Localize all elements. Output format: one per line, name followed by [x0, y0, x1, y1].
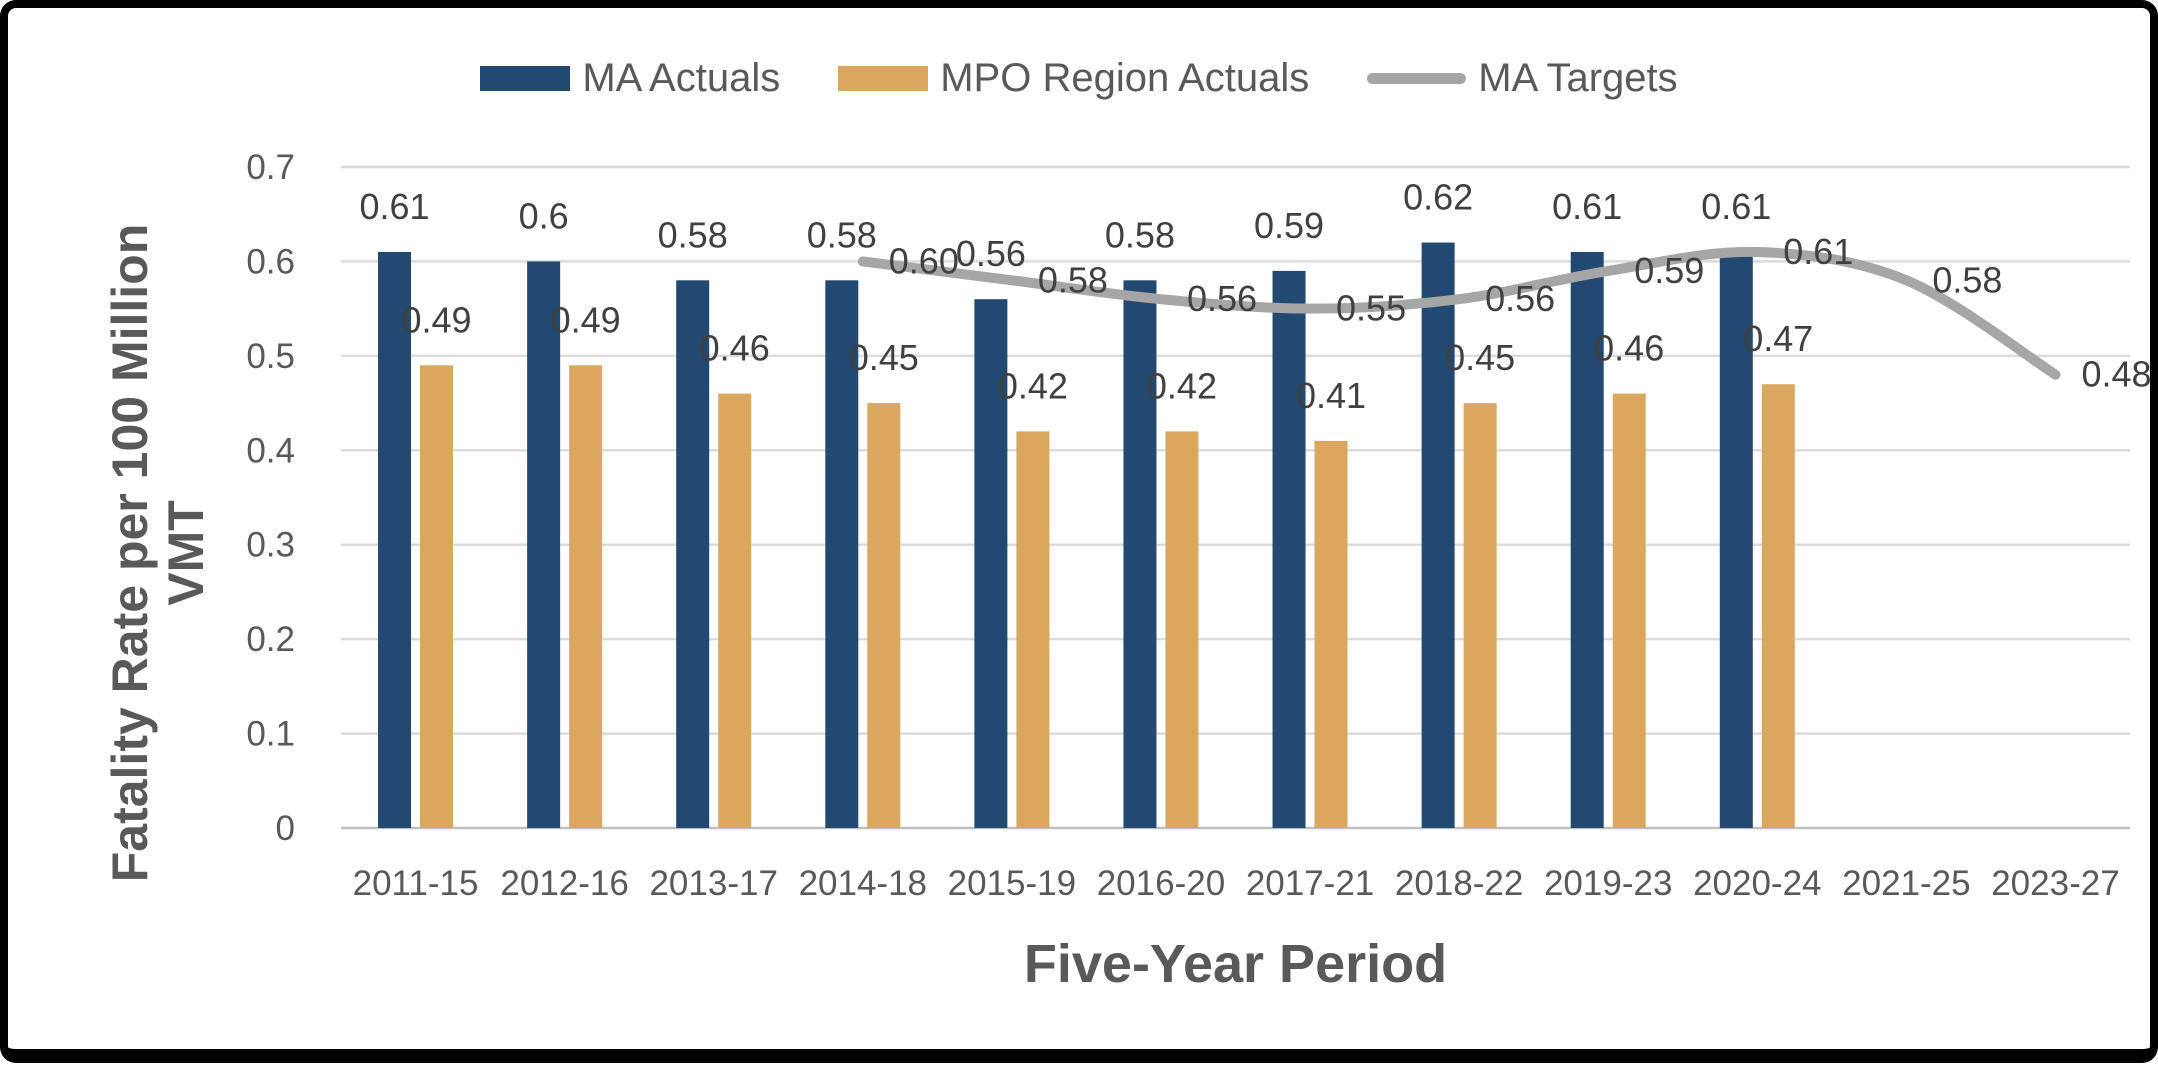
bar-data-label: 0.49: [402, 299, 472, 340]
mpo-region-actuals-bar: [1165, 431, 1199, 828]
mpo-region-actuals-bar: [1463, 403, 1497, 828]
category-label: 2021-25: [1842, 864, 1970, 903]
legend-item-ma-actuals: MA Actuals: [480, 56, 780, 101]
mpo-region-actuals-bar: [718, 393, 752, 828]
y-tick-label: 0.6: [246, 242, 295, 281]
ma-actuals-bar: [1123, 280, 1157, 828]
y-tick-label: 0.1: [246, 715, 295, 754]
category-label: 2020-24: [1693, 864, 1821, 903]
category-label: 2019-23: [1544, 864, 1672, 903]
target-data-label: 0.60: [889, 240, 959, 281]
target-data-label: 0.58: [1932, 259, 2002, 300]
y-tick-label: 0.3: [246, 526, 295, 565]
ma-actuals-bar: [1421, 242, 1455, 829]
y-tick-label: 0.4: [246, 431, 295, 470]
ma-actuals-bar: [1719, 251, 1753, 828]
ma-actuals-swatch-icon: [480, 65, 571, 91]
mpo-region-actuals-bar: [1016, 431, 1050, 828]
category-label: 2012-16: [500, 864, 628, 903]
bar-data-label: 0.58: [807, 214, 877, 255]
bar-data-label: 0.61: [1552, 186, 1622, 227]
category-label: 2023-27: [1991, 864, 2119, 903]
category-label: 2014-18: [799, 864, 927, 903]
bar-data-label: 0.61: [360, 186, 430, 227]
chart-plot-area: 0 0.1 0.2 0.3 0.4 0.5 0.6 0.7 2011-15 2012-16 2013…: [246, 148, 2151, 903]
bar-data-label: 0.59: [1254, 205, 1324, 246]
y-tick-label: 0.2: [246, 620, 295, 659]
target-data-label: 0.56: [1485, 278, 1555, 319]
y-tick-label: 0.7: [246, 148, 295, 187]
category-label: 2016-20: [1097, 864, 1225, 903]
y-tick-label: 0.5: [246, 337, 295, 376]
ma-actuals-bar: [974, 299, 1008, 828]
ma-actuals-bar: [676, 280, 710, 828]
mpo-region-actuals-bar: [569, 365, 603, 828]
target-data-label: 0.55: [1336, 288, 1406, 329]
y-tick-label: 0: [276, 809, 295, 848]
bar-data-label: 0.61: [1701, 186, 1771, 227]
bar-data-label: 0.62: [1403, 177, 1473, 218]
mpo-region-actuals-bar: [867, 403, 901, 828]
target-data-label: 0.61: [1783, 231, 1853, 272]
mpo-region-actuals-bar: [420, 365, 454, 828]
bar-data-label: 0.56: [956, 233, 1026, 274]
bar-data-label: 0.45: [849, 337, 919, 378]
x-axis-title: Five-Year Period: [1023, 934, 1448, 994]
ma-actuals-bar: [527, 261, 561, 828]
ma-actuals-bar: [825, 280, 859, 828]
mpo-region-actuals-bar: [1612, 393, 1646, 828]
ma-actuals-bar: [1272, 270, 1306, 828]
mpo-region-actuals-swatch-icon: [838, 65, 929, 91]
bar-data-label: 0.6: [519, 195, 569, 236]
legend-label: MA Actuals: [582, 55, 781, 100]
target-data-label: 0.59: [1634, 250, 1704, 291]
ma-targets-line: [857, 246, 2061, 380]
bar-data-label: 0.47: [1743, 318, 1813, 359]
target-data-label: 0.58: [1038, 259, 1108, 300]
category-label: 2017-21: [1246, 864, 1374, 903]
legend-label: MPO Region Actuals: [940, 55, 1310, 100]
bar-data-label: 0.58: [1105, 214, 1175, 255]
category-label: 2018-22: [1395, 864, 1523, 903]
mpo-region-actuals-bar: [1761, 384, 1795, 828]
bar-data-label: 0.46: [1594, 328, 1664, 369]
target-data-label: 0.48: [2081, 354, 2151, 395]
legend-item-ma-targets: MA Targets: [1367, 55, 1678, 101]
legend: MA Actuals MPO Region Actuals MA Targets: [8, 48, 2150, 108]
target-data-label: 0.56: [1187, 278, 1257, 319]
bar-data-label: 0.49: [551, 299, 621, 340]
ma-actuals-bar: [378, 251, 412, 828]
legend-label: MA Targets: [1478, 55, 1678, 100]
ma-targets-line-swatch-icon: [1367, 72, 1467, 84]
legend-item-mpo-region-actuals: MPO Region Actuals: [838, 56, 1309, 101]
bar-data-label: 0.42: [998, 365, 1068, 406]
bar-data-label: 0.42: [1147, 365, 1217, 406]
category-label: 2011-15: [353, 864, 479, 903]
bar-data-label: 0.58: [658, 214, 728, 255]
bar-data-label: 0.46: [700, 328, 770, 369]
category-label: 2013-17: [649, 864, 777, 903]
bar-data-label: 0.45: [1445, 337, 1515, 378]
ma-actuals-bar: [1570, 251, 1604, 828]
mpo-region-actuals-bar: [1314, 440, 1348, 828]
bar-data-label: 0.41: [1296, 375, 1366, 416]
category-label: 2015-19: [948, 864, 1076, 903]
